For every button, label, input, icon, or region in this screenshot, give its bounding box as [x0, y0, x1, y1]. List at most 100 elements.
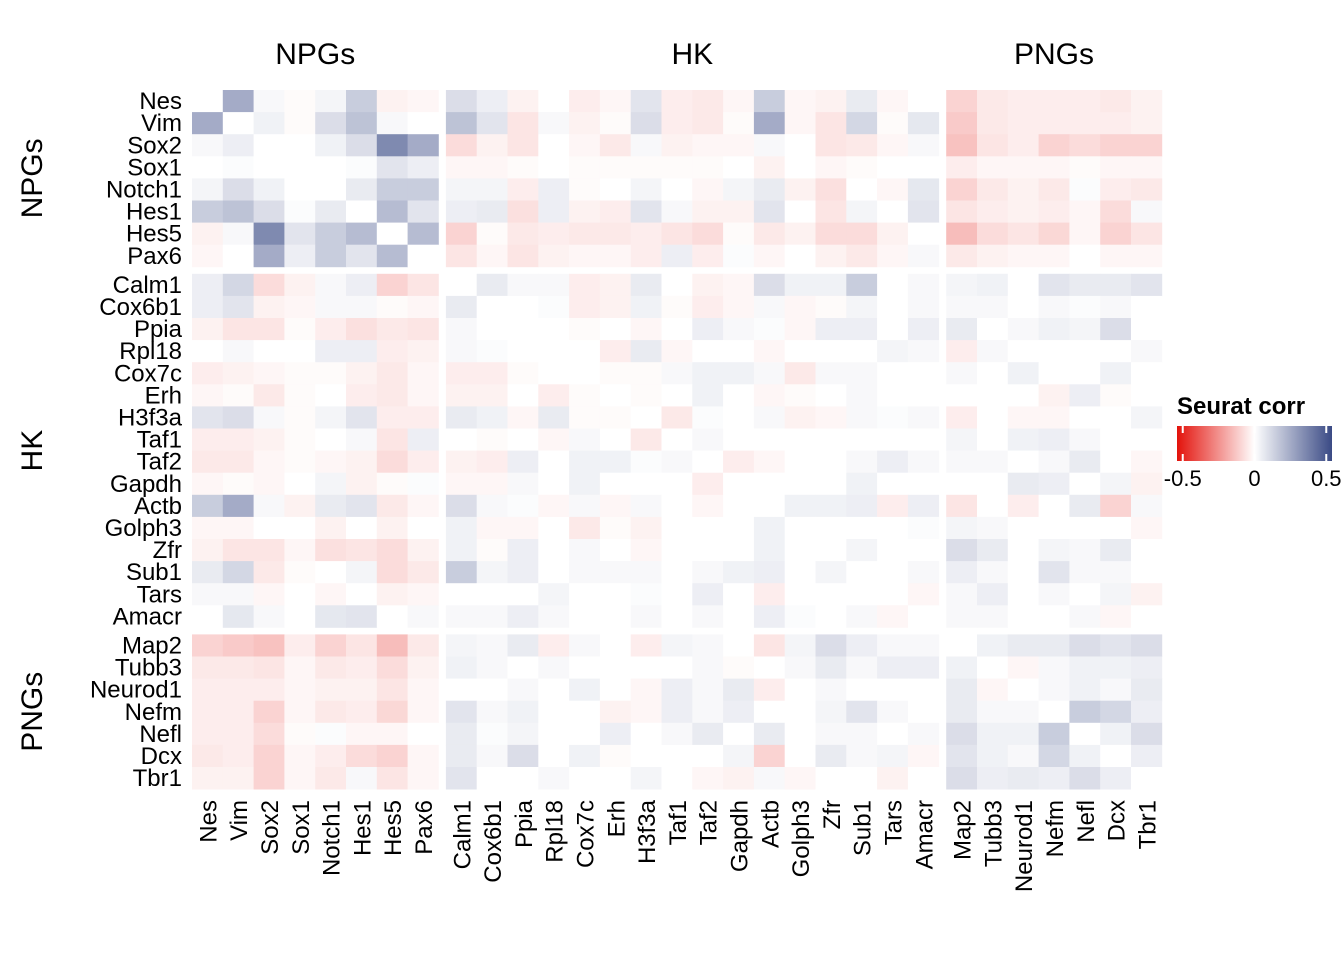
heatmap-cell — [376, 222, 408, 246]
column-label: Vim — [226, 800, 253, 841]
heatmap-cell — [222, 178, 254, 201]
heatmap-cell — [222, 656, 254, 679]
heatmap-cell — [753, 428, 786, 451]
heatmap-cell — [507, 722, 539, 746]
heatmap-cell — [723, 700, 755, 724]
heatmap-cell — [1131, 318, 1163, 341]
heatmap-cell — [1007, 222, 1039, 246]
heatmap-cell — [599, 156, 632, 179]
heatmap-cell — [599, 472, 632, 496]
heatmap-cell — [538, 295, 570, 319]
heatmap-cell — [661, 318, 693, 341]
heatmap-cell — [476, 200, 508, 223]
heatmap-cell — [599, 583, 632, 606]
heatmap-cell — [877, 295, 909, 319]
heatmap-cell — [907, 340, 940, 363]
heatmap-cell — [661, 178, 693, 201]
heatmap-cell — [661, 722, 693, 746]
heatmap-cell — [784, 406, 816, 429]
heatmap-cell — [222, 156, 254, 179]
heatmap-cell — [661, 295, 693, 319]
heatmap-cell — [753, 156, 786, 179]
heatmap-cell — [569, 767, 601, 790]
heatmap-cell — [946, 340, 978, 363]
heatmap-cell — [569, 656, 601, 679]
heatmap-cell — [723, 295, 755, 319]
heatmap-cell — [284, 112, 316, 135]
heatmap-cell — [1007, 112, 1039, 135]
heatmap-cell — [815, 156, 847, 179]
heatmap-cell — [1131, 273, 1163, 297]
heatmap-cell — [815, 472, 847, 496]
heatmap-cell — [877, 450, 909, 474]
heatmap-cell — [569, 362, 601, 385]
heatmap-cell — [1131, 656, 1163, 679]
heatmap-cell — [1069, 722, 1101, 746]
heatmap-cell — [1100, 700, 1132, 724]
heatmap-cell — [507, 178, 539, 201]
heatmap-cell — [661, 134, 693, 157]
heatmap-cell — [376, 384, 408, 407]
heatmap-cell — [445, 244, 478, 268]
heatmap-cell — [723, 384, 755, 407]
heatmap-cell — [376, 406, 408, 429]
heatmap-cell — [1100, 634, 1132, 657]
row-label: Hes5 — [126, 221, 182, 248]
heatmap-cell — [1131, 406, 1163, 429]
heatmap-cell — [253, 656, 285, 679]
heatmap-cell — [977, 450, 1009, 474]
heatmap-cell — [1007, 200, 1039, 223]
heatmap-cell — [315, 450, 347, 474]
heatmap-cell — [1069, 244, 1101, 268]
heatmap-cell — [476, 428, 508, 451]
heatmap-cell — [222, 539, 254, 562]
heatmap-cell — [1131, 450, 1163, 474]
heatmap-cell — [1100, 340, 1132, 363]
heatmap-cell — [507, 318, 539, 341]
heatmap-cell — [284, 244, 316, 268]
heatmap-cell — [599, 700, 632, 724]
heatmap-cell — [630, 178, 662, 201]
heatmap-cell — [445, 295, 478, 319]
heatmap-cell — [507, 472, 539, 496]
row-label: Tbr1 — [133, 765, 182, 792]
heatmap-cell — [538, 244, 570, 268]
heatmap-cell — [1007, 656, 1039, 679]
heatmap-cell — [784, 494, 816, 518]
heatmap-cell — [376, 583, 408, 606]
heatmap-cell — [538, 200, 570, 223]
heatmap-cell — [1131, 722, 1163, 746]
heatmap-cell — [284, 539, 316, 562]
heatmap-cell — [192, 384, 224, 407]
heatmap-cell — [907, 678, 940, 702]
heatmap-cell — [507, 273, 539, 297]
heatmap-cell — [222, 767, 254, 790]
heatmap-cell — [445, 561, 478, 584]
heatmap-cell — [507, 605, 539, 628]
heatmap-cell — [476, 722, 508, 746]
heatmap-cell — [907, 561, 940, 584]
heatmap-cell — [723, 428, 755, 451]
heatmap-cell — [630, 678, 662, 702]
heatmap-cell — [476, 678, 508, 702]
heatmap-cell — [192, 244, 224, 268]
heatmap-cell — [192, 516, 224, 540]
heatmap-cell — [1007, 156, 1039, 179]
column-label: Ppia — [511, 799, 538, 848]
heatmap-cell — [407, 428, 439, 451]
heatmap-cell — [507, 678, 539, 702]
heatmap-cell — [253, 700, 285, 724]
column-label: Sub1 — [850, 800, 877, 856]
heatmap-cell — [1007, 494, 1039, 518]
heatmap-cell — [1100, 450, 1132, 474]
heatmap-cell — [1069, 539, 1101, 562]
heatmap-cell — [538, 428, 570, 451]
heatmap-cell — [569, 90, 601, 113]
heatmap-cell — [346, 744, 378, 768]
row-label: Erh — [145, 382, 182, 409]
heatmap-cell — [784, 472, 816, 496]
heatmap-cell — [1038, 406, 1070, 429]
heatmap-cell — [907, 539, 940, 562]
heatmap-cell — [407, 516, 439, 540]
heatmap-cell — [1131, 561, 1163, 584]
